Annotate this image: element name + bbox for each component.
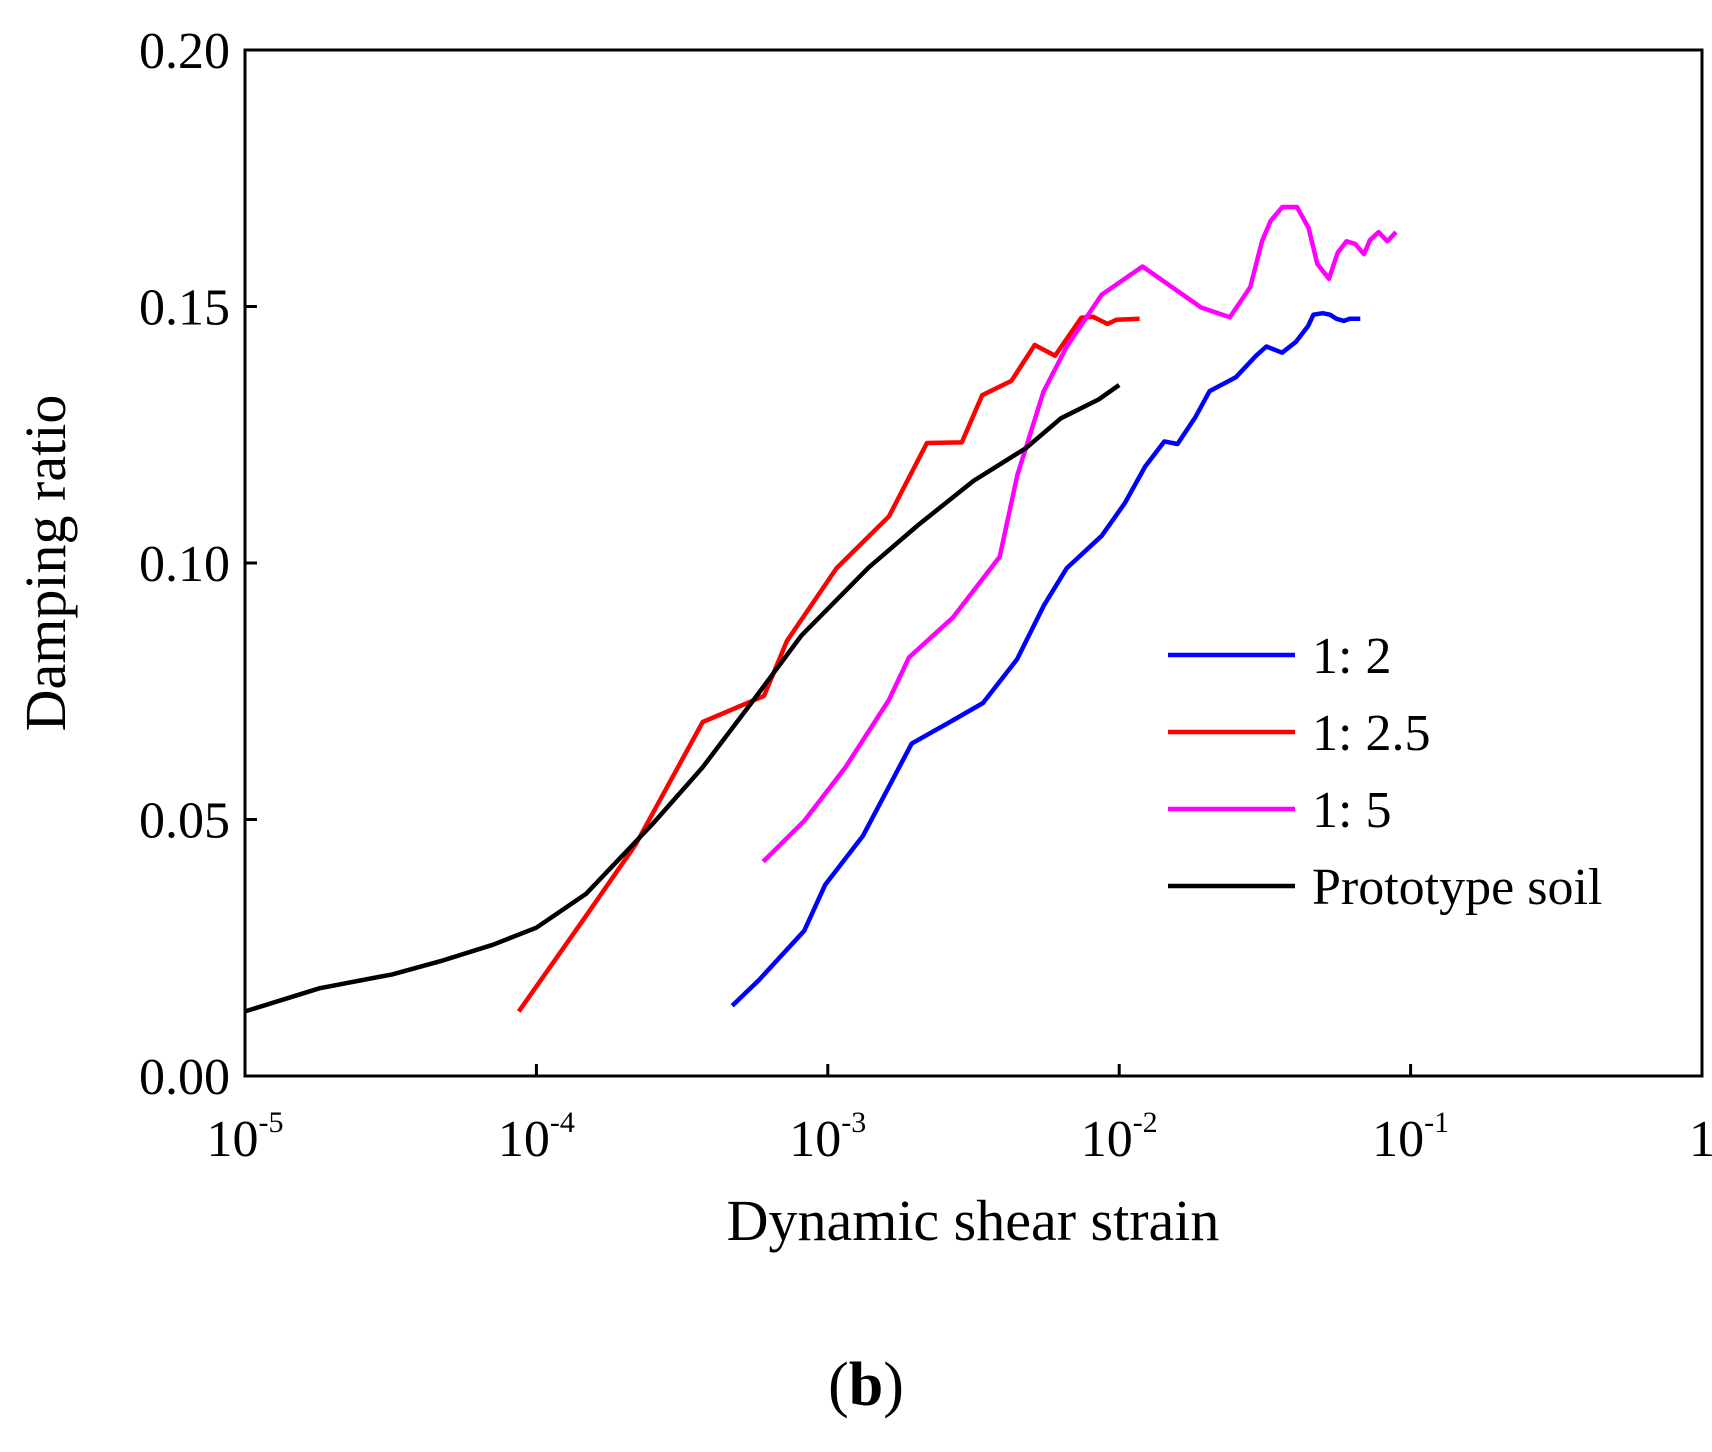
x-tick-label: 10-2	[1081, 1106, 1158, 1168]
panel-label-close: )	[883, 1351, 904, 1419]
y-tick-label: 0.00	[139, 1049, 230, 1106]
y-tick-label: 0.15	[139, 280, 230, 337]
series-line-prototype-soil	[244, 383, 1121, 1014]
y-tick-label: 0.05	[139, 793, 230, 850]
y-tick-label: 0.20	[139, 23, 230, 80]
panel-label-letter: b	[849, 1351, 883, 1419]
legend-label: 1: 5	[1312, 782, 1391, 839]
legend: 1: 2 1: 2.5 1: 5 Prototype soil	[1168, 628, 1602, 916]
x-tick-label: 10-1	[1372, 1106, 1449, 1168]
panel-label-open: (	[828, 1351, 849, 1419]
x-tick-label: 10-3	[789, 1106, 866, 1168]
legend-label: Prototype soil	[1312, 859, 1602, 916]
series-line-1-2-5	[516, 314, 1140, 1013]
y-tick-label: 0.10	[139, 536, 230, 593]
legend-label: 1: 2.5	[1312, 705, 1430, 762]
x-axis-title: Dynamic shear strain	[727, 1188, 1220, 1253]
series-line-1-5	[761, 204, 1398, 864]
x-tick-label: 10-5	[207, 1106, 284, 1168]
y-axis-title: Damping ratio	[13, 395, 78, 732]
x-tick-label: 10-4	[498, 1106, 575, 1168]
plot-frame	[243, 48, 1704, 1078]
series-line-1-2	[730, 310, 1361, 1008]
panel-label: (b)	[828, 1351, 904, 1419]
x-tick-label: 1	[1689, 1111, 1712, 1168]
legend-label: 1: 2	[1312, 628, 1391, 685]
